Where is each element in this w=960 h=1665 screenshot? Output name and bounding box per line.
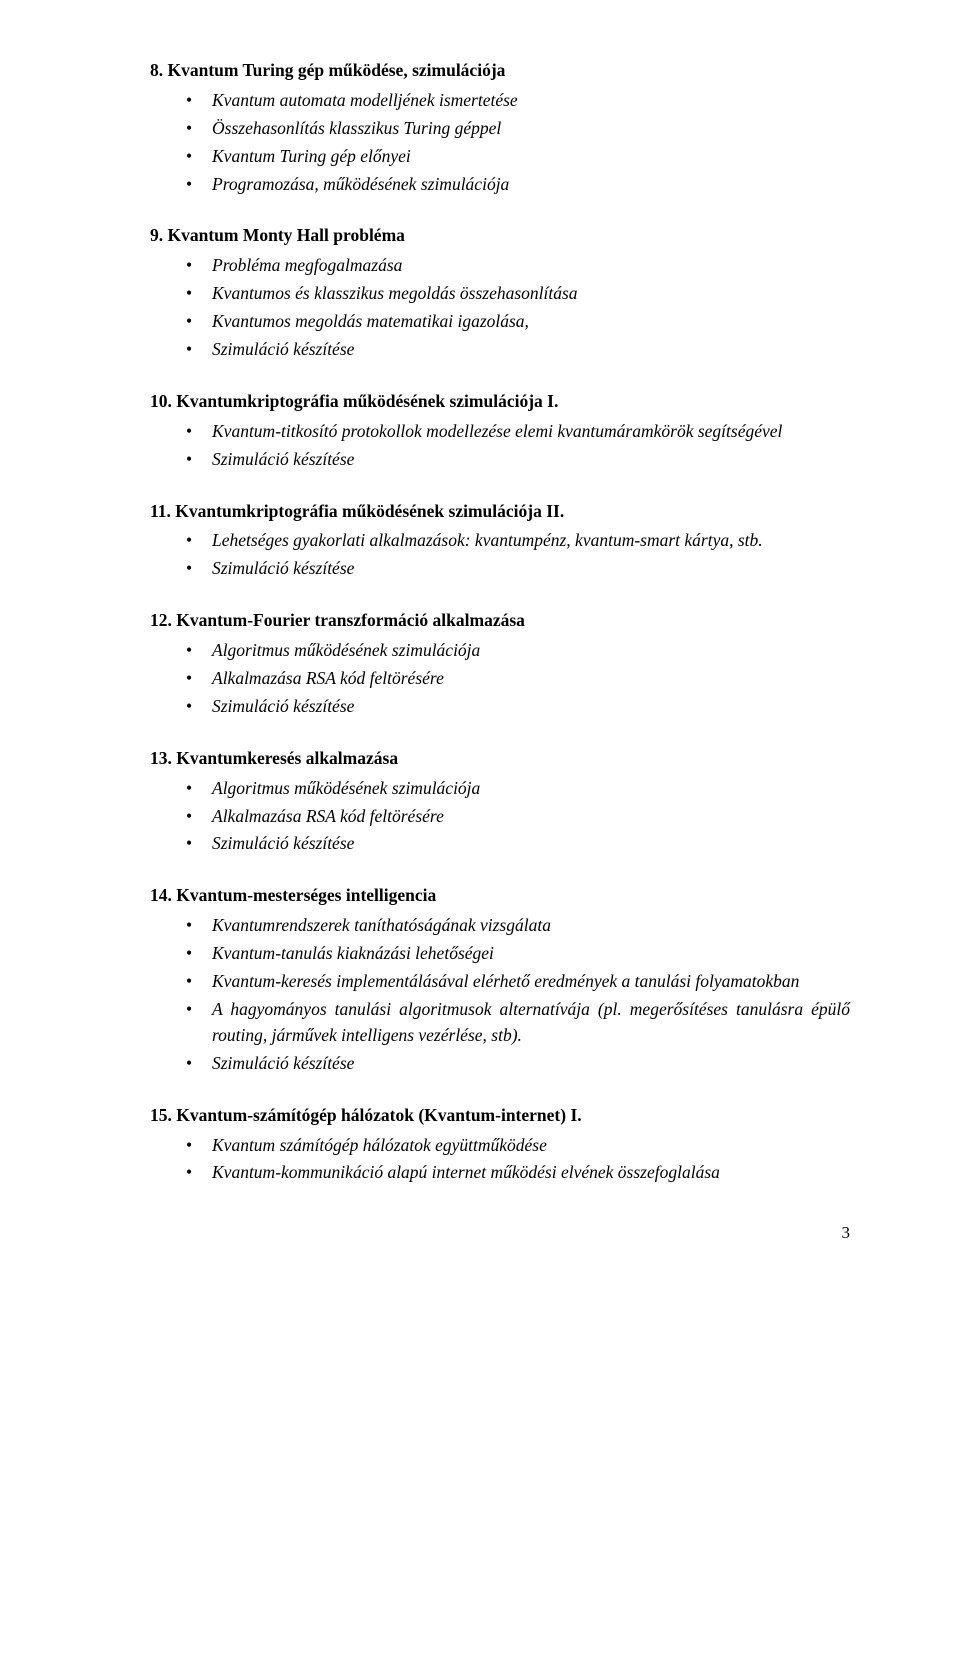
bullet-item: Szimuláció készítése — [186, 556, 850, 582]
bullet-item: Probléma megfogalmazása — [186, 253, 850, 279]
bullet-item: Kvantum számítógép hálózatok együttműköd… — [186, 1133, 850, 1159]
bullet-item: A hagyományos tanulási algoritmusok alte… — [186, 997, 850, 1049]
bullet-item: Alkalmazása RSA kód feltörésére — [186, 666, 850, 692]
bullet-item: Összehasonlítás klasszikus Turing géppel — [186, 116, 850, 142]
bullet-list: Probléma megfogalmazásaKvantumos és klas… — [186, 253, 850, 363]
bullet-item: Szimuláció készítése — [186, 337, 850, 363]
bullet-list: Algoritmus működésének szimulációjaAlkal… — [186, 638, 850, 720]
bullet-item: Kvantumos és klasszikus megoldás összeha… — [186, 281, 850, 307]
bullet-list: Kvantum-titkosító protokollok modellezés… — [186, 419, 850, 473]
section-title-text: Kvantum-mesterséges intelligencia — [176, 885, 436, 905]
section: 8. Kvantum Turing gép működése, szimulác… — [150, 58, 850, 197]
section: 12. Kvantum-Fourier transzformáció alkal… — [150, 608, 850, 720]
bullet-list: Algoritmus működésének szimulációjaAlkal… — [186, 776, 850, 858]
section-title-text: Kvantum Turing gép működése, szimulációj… — [168, 60, 506, 80]
section-title-text: Kvantum-számítógép hálózatok (Kvantum-in… — [176, 1105, 581, 1125]
bullet-item: Programozása, működésének szimulációja — [186, 172, 850, 198]
section: 9. Kvantum Monty Hall probléma Probléma m… — [150, 223, 850, 362]
section-title: 14. Kvantum-mesterséges intelligencia — [150, 883, 850, 909]
bullet-item: Kvantum automata modelljének ismertetése — [186, 88, 850, 114]
bullet-list: Kvantumrendszerek taníthatóságának vizsg… — [186, 913, 850, 1076]
bullet-item: Kvantum-keresés implementálásával elérhe… — [186, 969, 850, 995]
section-title-text: Kvantum-Fourier transzformáció alkalmazá… — [176, 610, 525, 630]
section-title: 13. Kvantumkeresés alkalmazása — [150, 746, 850, 772]
section-title: 10. Kvantumkriptográfia működésének szim… — [150, 389, 850, 415]
section-title-text: Kvantumkriptográfia működésének szimulác… — [176, 391, 558, 411]
section-number: 10. — [150, 391, 172, 411]
section-number: 9. — [150, 225, 163, 245]
bullet-item: Szimuláció készítése — [186, 1051, 850, 1077]
section-title: 8. Kvantum Turing gép működése, szimulác… — [150, 58, 850, 84]
bullet-item: Kvantumos megoldás matematikai igazolása… — [186, 309, 850, 335]
bullet-list: Kvantum számítógép hálózatok együttműköd… — [186, 1133, 850, 1187]
bullet-list: Lehetséges gyakorlati alkalmazások: kvan… — [186, 528, 850, 582]
bullet-item: Kvantumrendszerek taníthatóságának vizsg… — [186, 913, 850, 939]
section-title-text: Kvantum Monty Hall probléma — [168, 225, 405, 245]
section: 10. Kvantumkriptográfia működésének szim… — [150, 389, 850, 473]
bullet-item: Algoritmus működésének szimulációja — [186, 776, 850, 802]
bullet-item: Szimuláció készítése — [186, 831, 850, 857]
section-number: 15. — [150, 1105, 172, 1125]
page-number: 3 — [150, 1220, 850, 1245]
bullet-item: Alkalmazása RSA kód feltörésére — [186, 804, 850, 830]
section-number: 12. — [150, 610, 172, 630]
bullet-item: Szimuláció készítése — [186, 694, 850, 720]
section-title-text: Kvantumkriptográfia működésének szimulác… — [175, 501, 564, 521]
bullet-item: Lehetséges gyakorlati alkalmazások: kvan… — [186, 528, 850, 554]
bullet-item: Algoritmus működésének szimulációja — [186, 638, 850, 664]
bullet-item: Kvantum Turing gép előnyei — [186, 144, 850, 170]
bullet-item: Kvantum-tanulás kiaknázási lehetőségei — [186, 941, 850, 967]
section-title: 15. Kvantum-számítógép hálózatok (Kvantu… — [150, 1103, 850, 1129]
section: 11. Kvantumkriptográfia működésének szim… — [150, 499, 850, 583]
bullet-item: Szimuláció készítése — [186, 447, 850, 473]
section-number: 11. — [150, 501, 171, 521]
bullet-item: Kvantum-titkosító protokollok modellezés… — [186, 419, 850, 445]
bullet-item: Kvantum-kommunikáció alapú internet műkö… — [186, 1160, 850, 1186]
bullet-list: Kvantum automata modelljének ismertetése… — [186, 88, 850, 198]
section-title: 11. Kvantumkriptográfia működésének szim… — [150, 499, 850, 525]
section-number: 13. — [150, 748, 172, 768]
section-title: 9. Kvantum Monty Hall probléma — [150, 223, 850, 249]
section: 14. Kvantum-mesterséges intelligenciaKva… — [150, 883, 850, 1076]
section-title-text: Kvantumkeresés alkalmazása — [176, 748, 398, 768]
section-number: 8. — [150, 60, 163, 80]
section-title: 12. Kvantum-Fourier transzformáció alkal… — [150, 608, 850, 634]
section-number: 14. — [150, 885, 172, 905]
section: 13. Kvantumkeresés alkalmazása Algoritmus… — [150, 746, 850, 858]
section: 15. Kvantum-számítógép hálózatok (Kvantu… — [150, 1103, 850, 1187]
